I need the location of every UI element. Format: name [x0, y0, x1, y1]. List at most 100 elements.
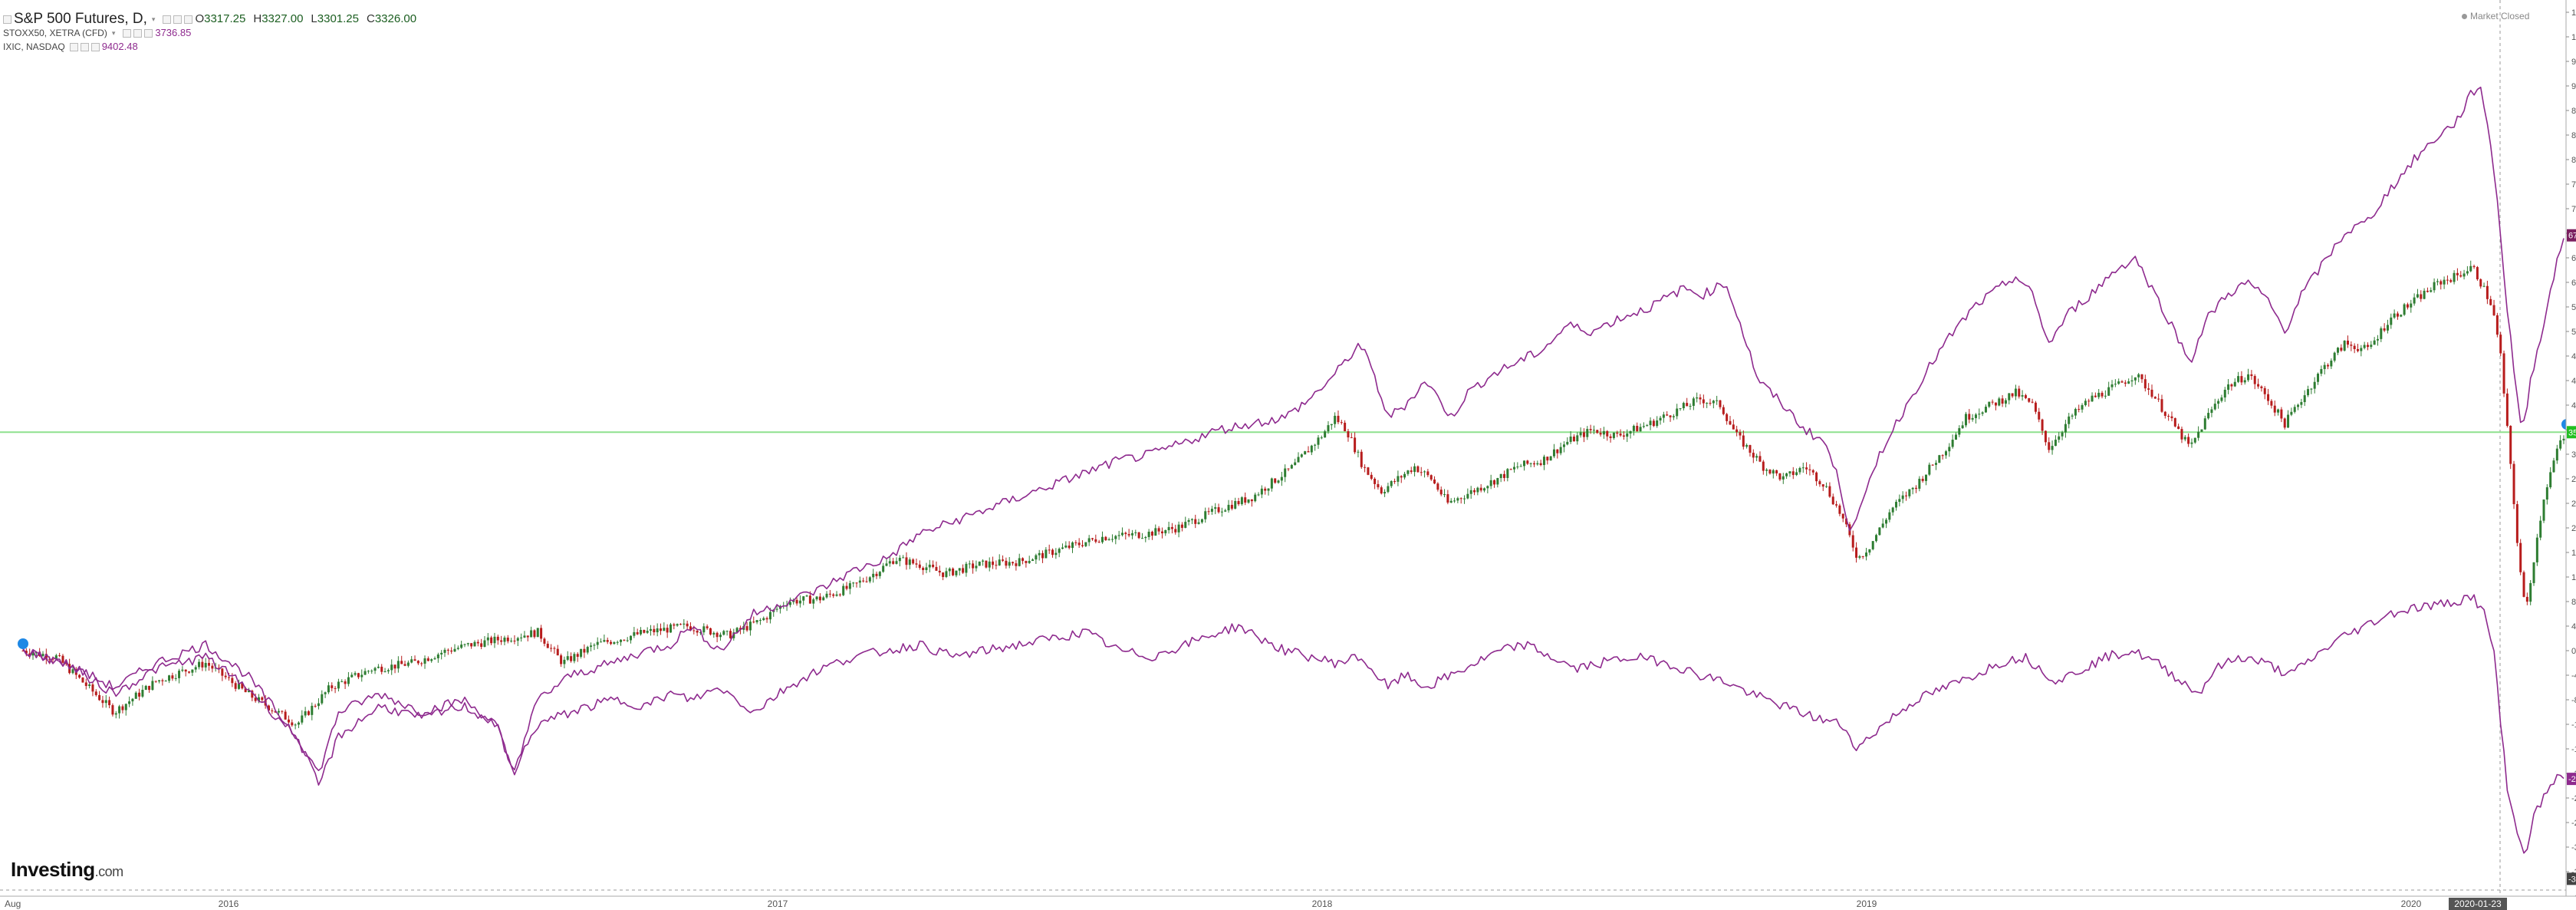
- candle-body: [1841, 513, 1844, 519]
- candle-body: [1552, 449, 1555, 457]
- candle-body: [247, 691, 250, 693]
- candle-body: [78, 674, 81, 678]
- candle-body: [2048, 442, 2051, 450]
- candle-body: [2287, 414, 2290, 428]
- candle-body: [2041, 419, 2044, 431]
- candle-body: [1110, 539, 1114, 540]
- legend: S&P 500 Futures, D, ▾ O3317.25 H3327.00 …: [3, 12, 424, 54]
- candle-body: [1254, 494, 1257, 502]
- candle-body: [2350, 345, 2353, 346]
- ixic-label: IXIC, NASDAQ: [3, 41, 65, 52]
- candle-body: [553, 648, 556, 649]
- candle-body: [274, 711, 277, 713]
- chevron-down-icon[interactable]: ▾: [111, 29, 116, 37]
- candle-body: [2110, 384, 2114, 387]
- eye-icon[interactable]: [69, 42, 78, 51]
- candle-body: [2545, 487, 2548, 500]
- candle-body: [1237, 501, 1240, 505]
- candle-body: [1307, 451, 1310, 453]
- candle-body: [2097, 392, 2101, 397]
- candle-body: [1187, 519, 1190, 523]
- candle-body: [1064, 546, 1068, 548]
- candle-body: [1469, 490, 1472, 494]
- candle-body: [2317, 374, 2320, 382]
- candle-body: [194, 667, 197, 670]
- candle-body: [958, 568, 961, 571]
- candle-body: [2482, 285, 2486, 287]
- candle-body: [1416, 466, 1420, 473]
- candle-body: [71, 669, 74, 674]
- candle-body: [2443, 279, 2446, 285]
- candle-body: [1732, 424, 1735, 430]
- settings-icon[interactable]: [173, 15, 183, 24]
- collapse-icon[interactable]: [3, 15, 12, 24]
- brand-logo: Investing.com: [11, 858, 123, 881]
- y-tick-label: 40.00%: [2571, 401, 2576, 410]
- candle-body: [530, 630, 533, 638]
- candle-body: [828, 593, 831, 595]
- candle-body: [327, 685, 330, 693]
- candle-body: [1393, 480, 1397, 482]
- candle-body: [2024, 395, 2027, 398]
- candles-sp500: [21, 260, 2565, 730]
- candle-body: [2273, 405, 2276, 413]
- candle-body: [2502, 353, 2505, 394]
- candle-body: [2187, 437, 2190, 444]
- candle-body: [58, 655, 61, 657]
- y-axis-panel[interactable]: [2566, 0, 2576, 896]
- eye-icon[interactable]: [123, 28, 132, 38]
- candle-body: [1410, 470, 1413, 473]
- candle-body: [1556, 449, 1559, 453]
- ohlc-high: H3327.00: [253, 12, 304, 25]
- close-icon[interactable]: [90, 42, 100, 51]
- candle-body: [755, 620, 758, 623]
- candle-body: [1310, 445, 1313, 453]
- close-icon[interactable]: [144, 28, 153, 38]
- candle-body: [1626, 433, 1629, 437]
- candle-body: [1636, 426, 1639, 432]
- candle-body: [41, 654, 44, 656]
- candle-body: [748, 622, 752, 631]
- candle-body: [2243, 380, 2246, 383]
- candle-body: [1160, 531, 1163, 534]
- y-tick-label: -28.00%: [2571, 819, 2576, 828]
- candle-body: [1928, 464, 1931, 475]
- candle-body: [2270, 401, 2273, 406]
- candle-body: [2137, 374, 2140, 378]
- x-axis-panel[interactable]: [0, 896, 2576, 910]
- candle-body: [1364, 467, 1367, 468]
- candle-body: [815, 596, 818, 600]
- y-tick-label: -24.00%: [2571, 794, 2576, 803]
- event-marker-start[interactable]: [18, 638, 28, 649]
- stoxx-value: 3736.85: [155, 27, 192, 38]
- candle-body: [1991, 401, 1994, 403]
- candle-body: [1672, 416, 1675, 417]
- candle-body: [1642, 426, 1645, 427]
- close-icon[interactable]: [184, 15, 193, 24]
- candle-body: [44, 654, 48, 659]
- candle-body: [101, 700, 104, 704]
- settings-icon[interactable]: [133, 28, 143, 38]
- candle-body: [1045, 549, 1048, 559]
- candle-body: [1174, 529, 1177, 532]
- candle-body: [2505, 393, 2509, 426]
- eye-icon[interactable]: [163, 15, 172, 24]
- candle-body: [1811, 470, 1814, 473]
- candle-body: [765, 618, 768, 620]
- candle-body: [2430, 290, 2433, 292]
- candle-body: [321, 694, 324, 704]
- candle-body: [2064, 424, 2067, 433]
- candle-body: [2078, 408, 2081, 410]
- candle-body: [2542, 500, 2545, 521]
- settings-icon[interactable]: [80, 42, 89, 51]
- chevron-down-icon[interactable]: ▾: [151, 15, 156, 23]
- candle-body: [1028, 561, 1031, 563]
- candle-body: [1758, 456, 1762, 462]
- candle-body: [1257, 494, 1260, 496]
- candle-body: [2390, 317, 2393, 325]
- candle-body: [1383, 492, 1387, 494]
- event-markers[interactable]: [18, 419, 2572, 649]
- candle-body: [237, 683, 240, 689]
- candle-body: [1529, 463, 1532, 464]
